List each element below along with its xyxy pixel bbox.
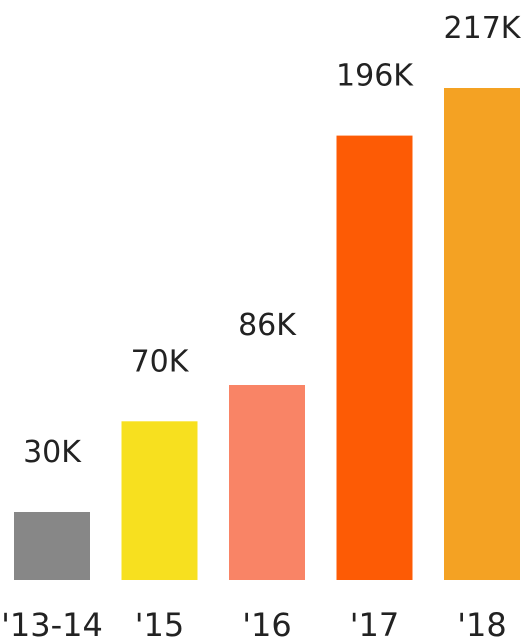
x-axis-tick-labels: '13-14 '15 '16 '17 '18 [1, 606, 507, 642]
value-label-3: 196K [336, 59, 414, 94]
x-tick-label-3: '17 [350, 606, 400, 642]
bar-2 [229, 385, 305, 580]
x-tick-label-1: '15 [135, 606, 185, 642]
value-label-0: 30K [23, 435, 82, 470]
bar-1 [121, 421, 198, 580]
bar-0 [14, 512, 90, 580]
x-tick-label-0: '13-14 [1, 606, 103, 642]
value-label-4: 217K [444, 11, 522, 46]
x-tick-label-2: '16 [242, 606, 292, 642]
value-label-1: 70K [131, 344, 190, 379]
x-tick-label-4: '18 [457, 606, 507, 642]
value-label-2: 86K [238, 308, 297, 343]
value-labels-group: 30K 70K 86K 196K 217K [23, 11, 522, 470]
bars-group [14, 88, 520, 580]
bar-3 [336, 135, 413, 580]
bar-4 [444, 88, 520, 580]
